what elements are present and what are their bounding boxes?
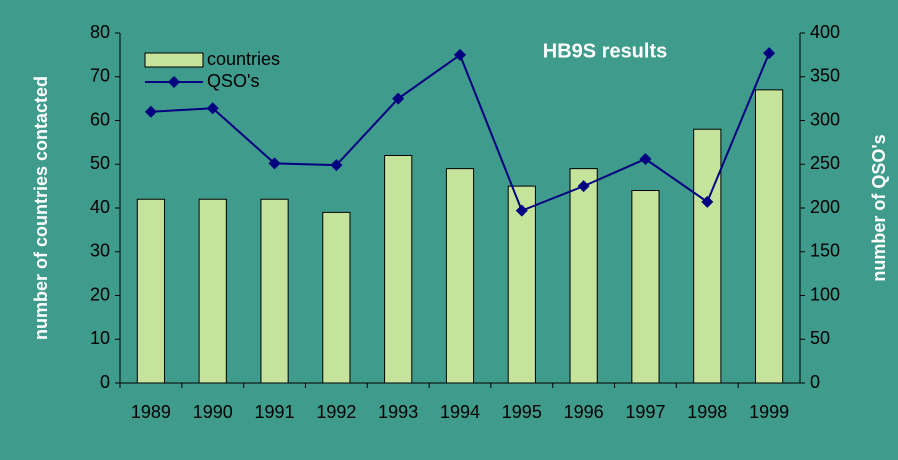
x-tick-label: 1997 xyxy=(625,402,665,422)
y-tick-label: 10 xyxy=(90,328,110,348)
x-tick-label: 1995 xyxy=(502,402,542,422)
marker xyxy=(330,159,343,172)
y-tick-label: 50 xyxy=(90,153,110,173)
y2-tick-label: 300 xyxy=(810,109,840,129)
y-tick-label: 20 xyxy=(90,284,110,304)
x-tick-label: 1991 xyxy=(255,402,295,422)
y2-tick-label: 150 xyxy=(810,241,840,261)
x-tick-label: 1993 xyxy=(378,402,418,422)
x-tick-label: 1996 xyxy=(564,402,604,422)
legend-marker xyxy=(168,76,180,88)
legend-label: countries xyxy=(207,49,280,69)
marker xyxy=(639,153,652,165)
legend-label: QSO's xyxy=(207,71,259,91)
marker xyxy=(454,48,466,61)
marker xyxy=(577,180,590,193)
x-tick-label: 1992 xyxy=(316,402,356,422)
marker xyxy=(144,105,157,118)
marker xyxy=(392,92,405,105)
y-tick-label: 60 xyxy=(90,109,110,129)
y2-axis-label: number of QSO's xyxy=(869,134,889,281)
bar xyxy=(198,198,227,384)
legend-swatch xyxy=(144,52,204,68)
y-tick-label: 30 xyxy=(90,241,110,261)
y2-tick-label: 200 xyxy=(810,197,840,217)
marker xyxy=(515,204,528,217)
marker xyxy=(206,102,219,115)
x-tick-label: 1999 xyxy=(749,402,789,422)
bar xyxy=(631,190,660,384)
x-tick-label: 1990 xyxy=(193,402,233,422)
marker xyxy=(268,157,281,170)
bar xyxy=(136,198,166,384)
y2-tick-label: 400 xyxy=(810,22,840,42)
y-axis-label: number of countries contacted xyxy=(31,76,51,340)
bar xyxy=(754,89,784,384)
bar xyxy=(693,128,722,384)
y-tick-label: 70 xyxy=(90,66,110,86)
y-tick-label: 40 xyxy=(90,197,110,217)
bar xyxy=(569,168,598,384)
chart-title: HB9S results xyxy=(543,40,668,62)
x-tick-label: 1998 xyxy=(687,402,727,422)
y-tick-label: 80 xyxy=(90,22,110,42)
x-tick-label: 1994 xyxy=(440,402,480,422)
bar xyxy=(384,155,413,384)
bar xyxy=(445,168,475,384)
bar xyxy=(260,198,289,384)
y2-tick-label: 350 xyxy=(810,66,840,86)
marker xyxy=(763,47,776,60)
x-tick-label: 1989 xyxy=(131,402,171,422)
y2-tick-label: 50 xyxy=(810,328,830,348)
bar xyxy=(507,185,536,384)
y-tick-label: 0 xyxy=(100,372,110,392)
y2-tick-label: 100 xyxy=(810,284,840,304)
y2-tick-label: 0 xyxy=(810,372,820,392)
y2-tick-label: 250 xyxy=(810,153,840,173)
marker xyxy=(701,195,714,208)
bar xyxy=(322,211,351,384)
